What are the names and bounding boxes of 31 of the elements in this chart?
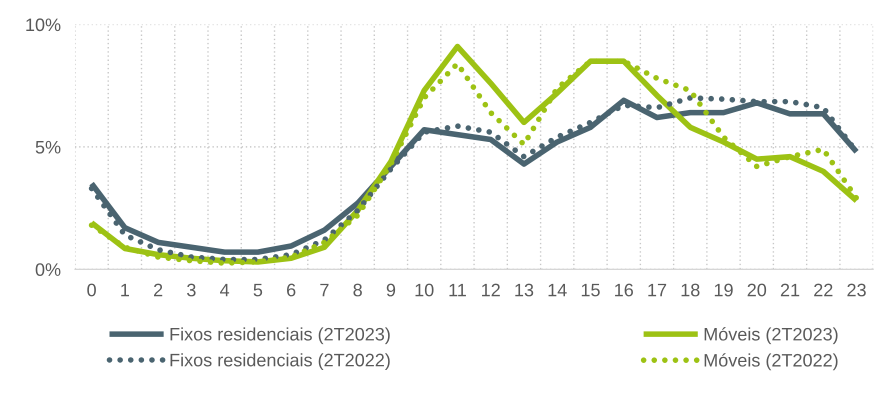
x-tick-label: 8 xyxy=(353,284,362,296)
x-tick-label: 20 xyxy=(748,284,766,296)
legend-label: Fixos residenciais (2T2022) xyxy=(170,353,390,370)
x-tick-label: 6 xyxy=(287,284,296,296)
y-tick-label: 10% xyxy=(26,18,60,32)
x-tick-label: 4 xyxy=(220,284,230,296)
x-tick-label: 19 xyxy=(714,284,733,296)
x-tick-label: 2 xyxy=(154,284,162,296)
x-tick-label: 1 xyxy=(121,284,129,296)
y-tick-label: 0% xyxy=(36,263,60,276)
y-tick-label: 5% xyxy=(36,140,60,154)
x-tick-label: 17 xyxy=(648,284,666,296)
x-tick-label: 22 xyxy=(814,284,832,296)
x-tick-label: 12 xyxy=(482,284,500,296)
x-tick-label: 11 xyxy=(449,284,466,296)
x-tick-label: 7 xyxy=(320,284,329,296)
x-tick-label: 10 xyxy=(416,284,434,296)
x-tick-label: 0 xyxy=(87,284,96,296)
x-tick-label: 14 xyxy=(548,284,567,296)
legend-label: Fixos residenciais (2T2023) xyxy=(170,327,390,344)
x-tick-label: 21 xyxy=(780,284,800,296)
x-tick-label: 9 xyxy=(386,284,396,296)
x-tick-label: 13 xyxy=(515,284,534,296)
x-tick-label: 18 xyxy=(682,284,700,296)
x-tick-label: 23 xyxy=(847,284,866,296)
x-tick-label: 3 xyxy=(187,284,196,296)
x-tick-label: 15 xyxy=(582,284,600,296)
legend-label: Móveis (2T2022) xyxy=(704,353,838,370)
x-tick-label: 16 xyxy=(615,284,633,296)
x-tick-label: 5 xyxy=(254,284,262,296)
legend-label: Móveis (2T2023) xyxy=(704,327,838,344)
